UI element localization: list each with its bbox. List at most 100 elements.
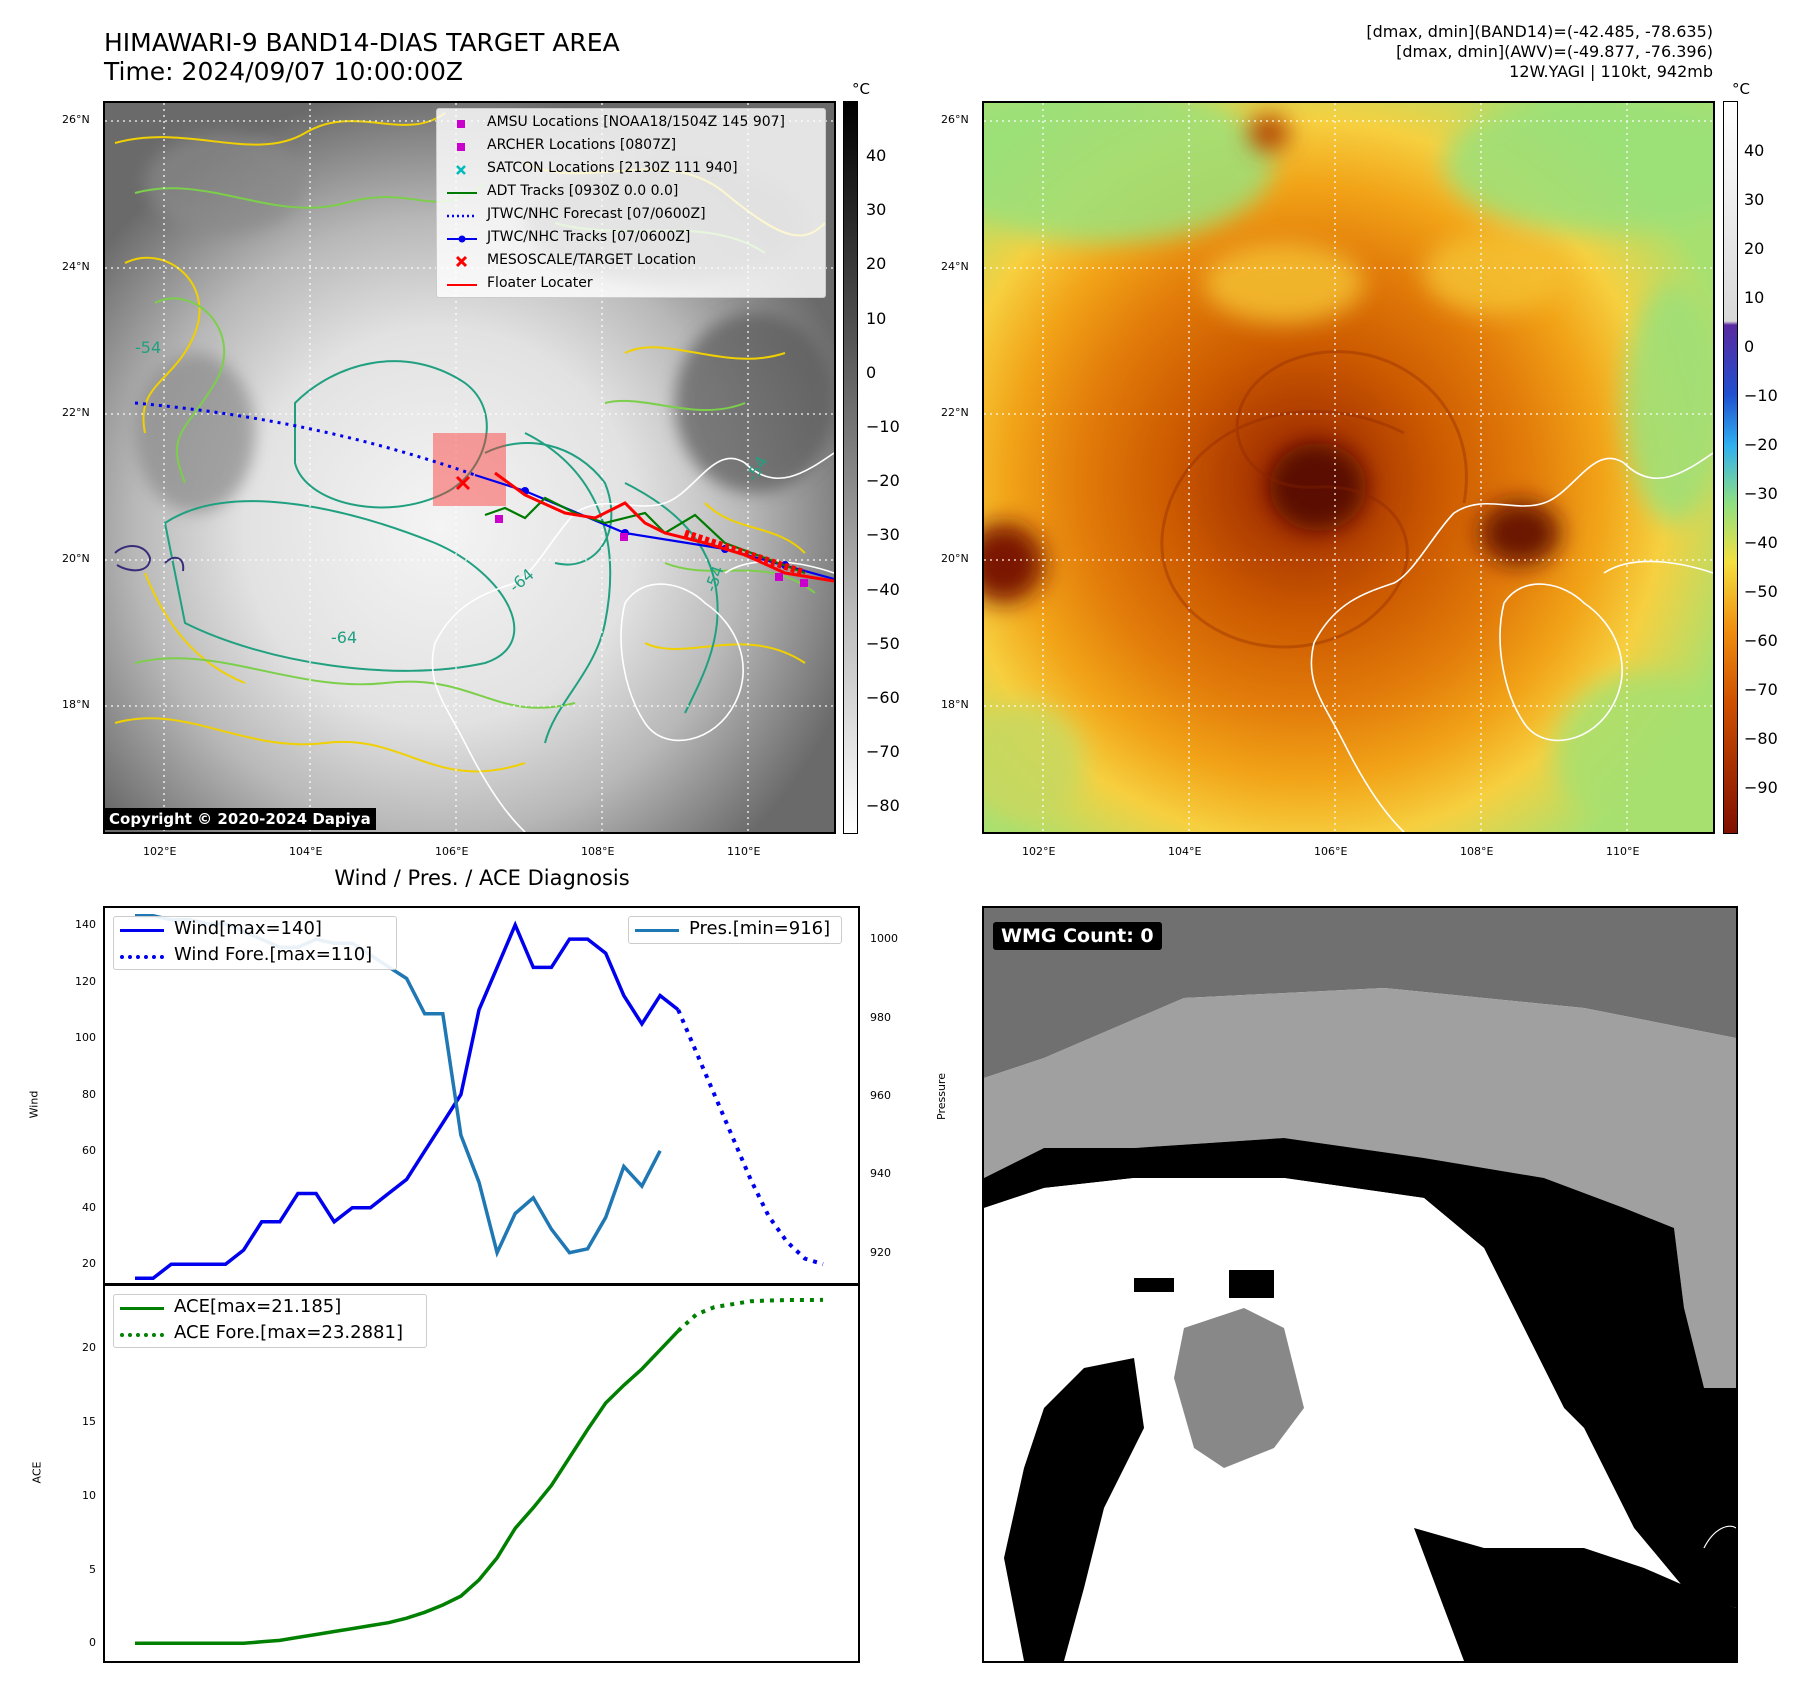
storm-info: 12W.YAGI | 110kt, 942mb bbox=[1509, 62, 1713, 81]
lat-tick: 26°N bbox=[941, 113, 969, 126]
legend-label: SATCON Locations [2130Z 111 940] bbox=[487, 160, 738, 176]
colorbar-right-tick: −10 bbox=[1744, 386, 1778, 405]
grayscale-colorbar bbox=[843, 101, 858, 834]
contour-label-3: -54 bbox=[135, 338, 161, 357]
y-tick-label: 940 bbox=[870, 1167, 891, 1181]
series-line-1 bbox=[676, 1297, 824, 1333]
target-location-marker bbox=[455, 475, 471, 491]
lon-tick: 106°E bbox=[435, 845, 469, 858]
y-tick-label: 80 bbox=[82, 1087, 96, 1101]
y-tick-label: 20 bbox=[82, 1341, 96, 1355]
y-tick-label: 60 bbox=[82, 1144, 96, 1158]
lat-tick: 20°N bbox=[62, 552, 90, 565]
blue-line-dot-icon bbox=[447, 235, 477, 243]
colorbar-right-tick: 40 bbox=[1744, 141, 1765, 160]
colorbar-left-tick: 10 bbox=[866, 308, 887, 328]
amsu-location bbox=[620, 533, 628, 541]
blue-dotted-line-icon bbox=[447, 214, 477, 218]
lat-tick: 18°N bbox=[62, 698, 90, 711]
lon-tick: 110°E bbox=[727, 845, 761, 858]
lon-tick: 106°E bbox=[1314, 845, 1348, 858]
lat-tick: 24°N bbox=[62, 260, 90, 273]
lon-tick: 102°E bbox=[143, 845, 177, 858]
colorbar-unit: °C bbox=[852, 80, 870, 98]
legend-item-pressure: Pres.[min=916] bbox=[629, 917, 841, 943]
floater-locater-dense bbox=[683, 529, 807, 577]
map-legend: AMSU Locations [NOAA18/1504Z 145 907] AR… bbox=[436, 108, 826, 298]
y-tick-label: 5 bbox=[89, 1562, 96, 1576]
colorbar-right-tick: 30 bbox=[1744, 190, 1765, 209]
colorbar-right-tick: −90 bbox=[1744, 778, 1778, 797]
colorbar-left-tick: −80 bbox=[866, 796, 900, 816]
colorbar-right-tick: −20 bbox=[1744, 435, 1778, 454]
y-tick-label: 10 bbox=[82, 1488, 96, 1502]
y-tick-label: 120 bbox=[75, 974, 96, 988]
legend-item-ace-fore: ACE Fore.[max=23.2881] bbox=[114, 1321, 426, 1347]
series-line-0 bbox=[135, 920, 680, 1281]
pressure-legend: Pres.[min=916] bbox=[628, 916, 842, 944]
legend-item-ace: ACE[max=21.185] bbox=[114, 1295, 426, 1321]
colorbar-left-tick: −20 bbox=[866, 471, 900, 491]
lon-tick: 102°E bbox=[1022, 845, 1056, 858]
red-line-icon bbox=[447, 284, 477, 286]
y-tick-label: 920 bbox=[870, 1245, 891, 1259]
y-tick-label: 15 bbox=[82, 1415, 96, 1429]
diagnosis-title: Wind / Pres. / ACE Diagnosis bbox=[334, 866, 630, 890]
magenta-square-icon bbox=[457, 143, 465, 151]
y-tick-label: 0 bbox=[89, 1636, 96, 1650]
wmg-classification-map bbox=[984, 908, 1736, 1661]
jtwc-forecast-track bbox=[134, 401, 476, 477]
lat-tick: 26°N bbox=[62, 113, 90, 126]
colorbar-left-tick: 40 bbox=[866, 146, 887, 165]
dmax-awv: [dmax, dmin](AWV)=(-49.877, -76.396) bbox=[1396, 42, 1713, 61]
amsu-location bbox=[775, 573, 783, 581]
awv-colorbar bbox=[1723, 101, 1738, 834]
legend-label: Wind Fore.[max=110] bbox=[174, 944, 373, 965]
lat-tick: 20°N bbox=[941, 552, 969, 565]
y-tick-label: 40 bbox=[82, 1200, 96, 1214]
magenta-square-icon bbox=[457, 120, 465, 128]
red-x-icon bbox=[455, 255, 468, 268]
lon-tick: 108°E bbox=[1460, 845, 1494, 858]
series-line-1 bbox=[676, 1009, 824, 1267]
legend-label: MESOSCALE/TARGET Location bbox=[487, 252, 697, 268]
title-line2: Time: 2024/09/07 10:00:00Z bbox=[104, 57, 463, 86]
lon-tick: 108°E bbox=[581, 845, 615, 858]
lon-tick: 104°E bbox=[289, 845, 323, 858]
legend-label: AMSU Locations [NOAA18/1504Z 145 907] bbox=[487, 114, 786, 130]
colorbar-left-tick: −50 bbox=[866, 633, 900, 653]
legend-label: ADT Tracks [0930Z 0.0 0.0] bbox=[487, 183, 679, 199]
ace-plot bbox=[135, 1297, 824, 1646]
legend-item-wind-fore: Wind Fore.[max=110] bbox=[114, 943, 396, 969]
lon-tick: 110°E bbox=[1606, 845, 1640, 858]
awv-map-image bbox=[984, 103, 1713, 832]
ace-axis-label: ACE bbox=[30, 1461, 44, 1484]
y-tick-label: 100 bbox=[75, 1031, 96, 1044]
legend-label: ACE Fore.[max=23.2881] bbox=[174, 1322, 403, 1343]
lat-tick: 22°N bbox=[62, 406, 90, 419]
series-line-0 bbox=[135, 1329, 680, 1646]
wind-axis-label: Wind bbox=[27, 1090, 41, 1119]
y-tick-label: 960 bbox=[870, 1089, 891, 1102]
colorbar-right-tick: −50 bbox=[1744, 582, 1778, 601]
colorbar-right-tick: −70 bbox=[1744, 680, 1778, 699]
colorbar-left-tick: −60 bbox=[866, 688, 900, 707]
contour-label-1: -64 bbox=[331, 628, 357, 647]
colorbar-right-tick: 20 bbox=[1744, 239, 1765, 258]
colorbar-right-tick: −80 bbox=[1744, 729, 1778, 748]
legend-item-wind: Wind[max=140] bbox=[114, 917, 396, 943]
ace-chart bbox=[103, 1283, 860, 1663]
colorbar-right-tick: 0 bbox=[1744, 337, 1755, 356]
colorbar-right-tick: 10 bbox=[1744, 288, 1765, 307]
legend-label: ACE[max=21.185] bbox=[174, 1296, 342, 1317]
y-tick-label: 140 bbox=[75, 918, 96, 931]
adt-track bbox=[484, 496, 806, 575]
colorbar-unit: °C bbox=[1732, 80, 1750, 98]
lon-tick: 104°E bbox=[1168, 845, 1202, 858]
dmax-band14: [dmax, dmin](BAND14)=(-42.485, -78.635) bbox=[1366, 22, 1713, 41]
colorbar-left-tick: 0 bbox=[866, 362, 877, 382]
colorbar-left-tick: 30 bbox=[866, 200, 887, 220]
legend-label: JTWC/NHC Forecast [07/0600Z] bbox=[487, 206, 706, 222]
cyan-x-icon bbox=[456, 165, 466, 175]
wmg-panel bbox=[982, 906, 1738, 1663]
